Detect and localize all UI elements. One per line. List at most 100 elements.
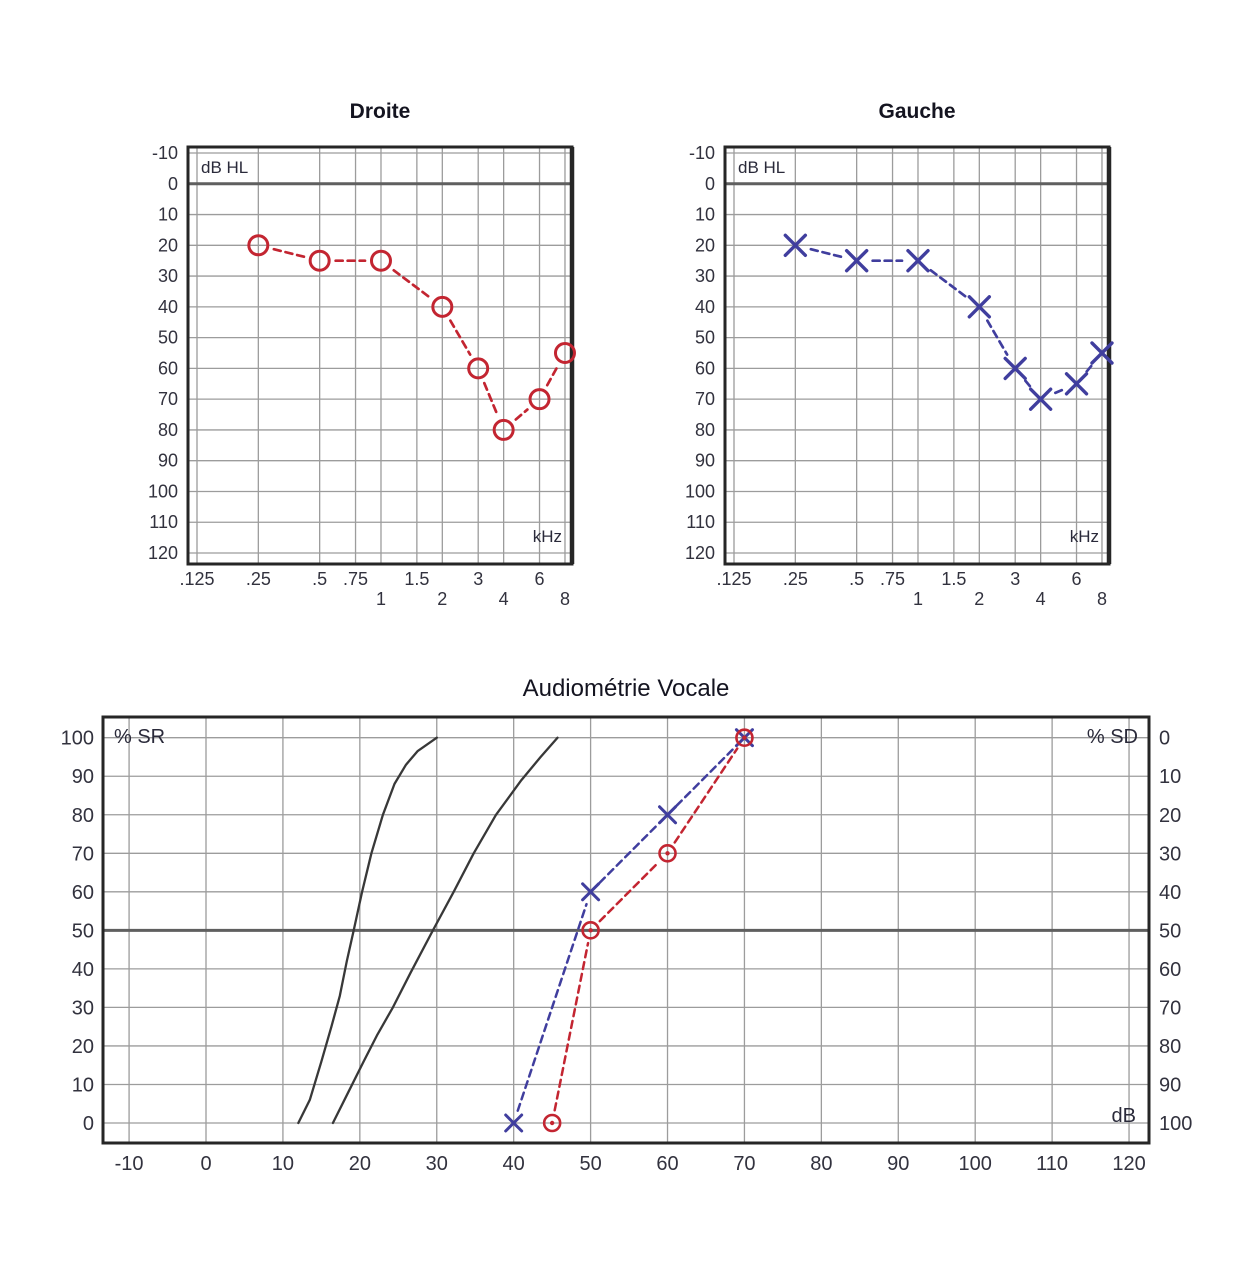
sr-tick-20: 20 [72,1036,94,1058]
droite-ytick-0: 0 [168,174,178,194]
droite-point-2khz [431,295,454,318]
gauche-grid [725,147,1109,564]
sr-tick-0: 0 [83,1113,94,1135]
sr-tick-50: 50 [72,920,94,942]
gauche-xtick-.25: .25 [783,569,808,589]
droite-ytick-10: 10 [158,205,178,225]
speech-droite-point-60db [658,843,677,863]
speech-grid [103,717,1149,1143]
percent-sd-label: % SD [1086,726,1138,748]
droite-ytick-90: 90 [158,451,178,471]
sd-tick-90: 90 [1159,1074,1181,1096]
gauche-ytick-100: 100 [685,481,715,501]
dbhl-label-left-chart: dB HL [738,158,786,177]
speech-audiometry-chart: -10 0 10 20 30 40 50 60 70 80 90 100 110 120100908070… [61,715,1192,1175]
speech-xtick-80: 80 [810,1153,832,1175]
droite-ytick-20: 20 [158,235,178,255]
droite-ytick-30: 30 [158,266,178,286]
speech-xtick-120: 120 [1112,1153,1145,1175]
sd-tick-30: 30 [1159,843,1181,865]
droite-y-axis-labels: -10 0 10 20 30 40 50 60 70 80 90 100 110 120 [148,143,178,563]
speech-gauche-point-50db [581,882,601,902]
droite-point-8khz [553,342,576,365]
sr-tick-30: 30 [72,997,94,1019]
droite-ytick-80: 80 [158,420,178,440]
sd-tick-60: 60 [1159,959,1181,981]
droite-ytick-60: 60 [158,358,178,378]
gauche-audiogram: -10 0 10 20 30 40 50 60 70 80 90 100 110 120.125 .25 .5… [685,143,1114,609]
droite-ytick-110: 110 [149,512,178,532]
speech-gauche-point-40db [504,1113,524,1133]
droite-ytick-120: 120 [148,543,178,563]
gauche-point-0.5khz [844,248,869,273]
droite-point-4khz [492,418,515,441]
droite-point-1khz [369,249,392,272]
droite-ytick-100: 100 [148,481,178,501]
speech-xtick-90: 90 [887,1153,909,1175]
speech-chart-title: Audiométrie Vocale [522,675,730,702]
gauche-point-0.25khz [783,233,808,258]
gauche-x-axis-labels: .125 .25 .5 .75 1 1.5 2 34 68 [716,569,1107,609]
speech-xtick-50: 50 [579,1153,601,1175]
sr-tick-90: 90 [72,766,94,788]
droite-xtick-.75: .75 [343,569,368,589]
speech-plot-border [101,715,1151,1145]
droite-point-6khz [528,388,551,411]
gauche-xtick-2: 2 [974,589,984,609]
gauche-point-6khz [1064,372,1089,396]
gauche-ytick-30: 30 [695,266,715,286]
droite-plot-border [186,145,574,566]
gauche-xtick-6: 6 [1072,569,1082,589]
droite-ytick-40: 40 [158,297,178,317]
gauche-ytick-120: 120 [685,543,715,563]
speech-gauche-point-60db [658,805,678,825]
gauche-y-axis-labels: -10 0 10 20 30 40 50 60 70 80 90 100 110 120 [685,143,715,563]
droite-xtick-2: 2 [437,589,447,609]
gauche-ytick-90: 90 [695,451,715,471]
gauche-ytick-0: 0 [705,174,715,194]
reference-curves [297,736,559,1125]
droite-xtick-6: 6 [535,569,545,589]
droite-xtick-1: 1 [376,589,386,609]
speech-xtick--10: -10 [115,1153,144,1175]
khz-label-right-chart: kHz [532,527,562,546]
speech-xtick-40: 40 [503,1153,525,1175]
speech-xtick-0: 0 [200,1153,211,1175]
sr-tick-10: 10 [72,1074,94,1096]
gauche-ytick-20: 20 [695,235,715,255]
normal-reference-curve-1 [297,736,438,1125]
gauche-ytick--10: -10 [689,143,715,163]
sd-tick-10: 10 [1159,766,1181,788]
droite-x-axis-labels: .125 .25 .5 .75 1 1.5 2 34 68 [179,569,570,609]
normal-reference-curve-2 [331,736,559,1125]
khz-label-left-chart: kHz [1069,527,1099,546]
sd-tick-80: 80 [1159,1036,1181,1058]
droite-point-3khz [467,357,490,380]
droite-xtick-1.5: 1.5 [404,569,429,589]
gauche-xtick-1: 1 [913,589,923,609]
speech-xtick-20: 20 [349,1153,371,1175]
speech-xtick-100: 100 [959,1153,992,1175]
gauche-ytick-110: 110 [686,512,715,532]
droite-xtick-8: 8 [560,589,570,609]
sd-tick-40: 40 [1159,882,1181,904]
gauche-ytick-70: 70 [695,389,715,409]
gauche-xtick-8: 8 [1097,589,1107,609]
droite-ytick-70: 70 [158,389,178,409]
sr-tick-70: 70 [72,843,94,865]
gauche-point-4khz [1028,387,1053,411]
left-ear-chart-title: Gauche [878,100,956,123]
speech-droite-point-70db [735,728,754,748]
speech-xtick-70: 70 [733,1153,755,1175]
sr-tick-80: 80 [72,805,94,827]
gauche-xtick-4: 4 [1036,589,1046,609]
gauche-point-8khz [1090,341,1114,365]
sr-tick-60: 60 [72,882,94,904]
gauche-xtick-1.5: 1.5 [941,569,966,589]
speech-xtick-10: 10 [272,1153,294,1175]
gauche-xtick-.5: .5 [849,569,864,589]
speech-droite-point-45db [542,1113,562,1133]
droite-xtick-3: 3 [473,569,483,589]
sd-tick-20: 20 [1159,805,1181,827]
